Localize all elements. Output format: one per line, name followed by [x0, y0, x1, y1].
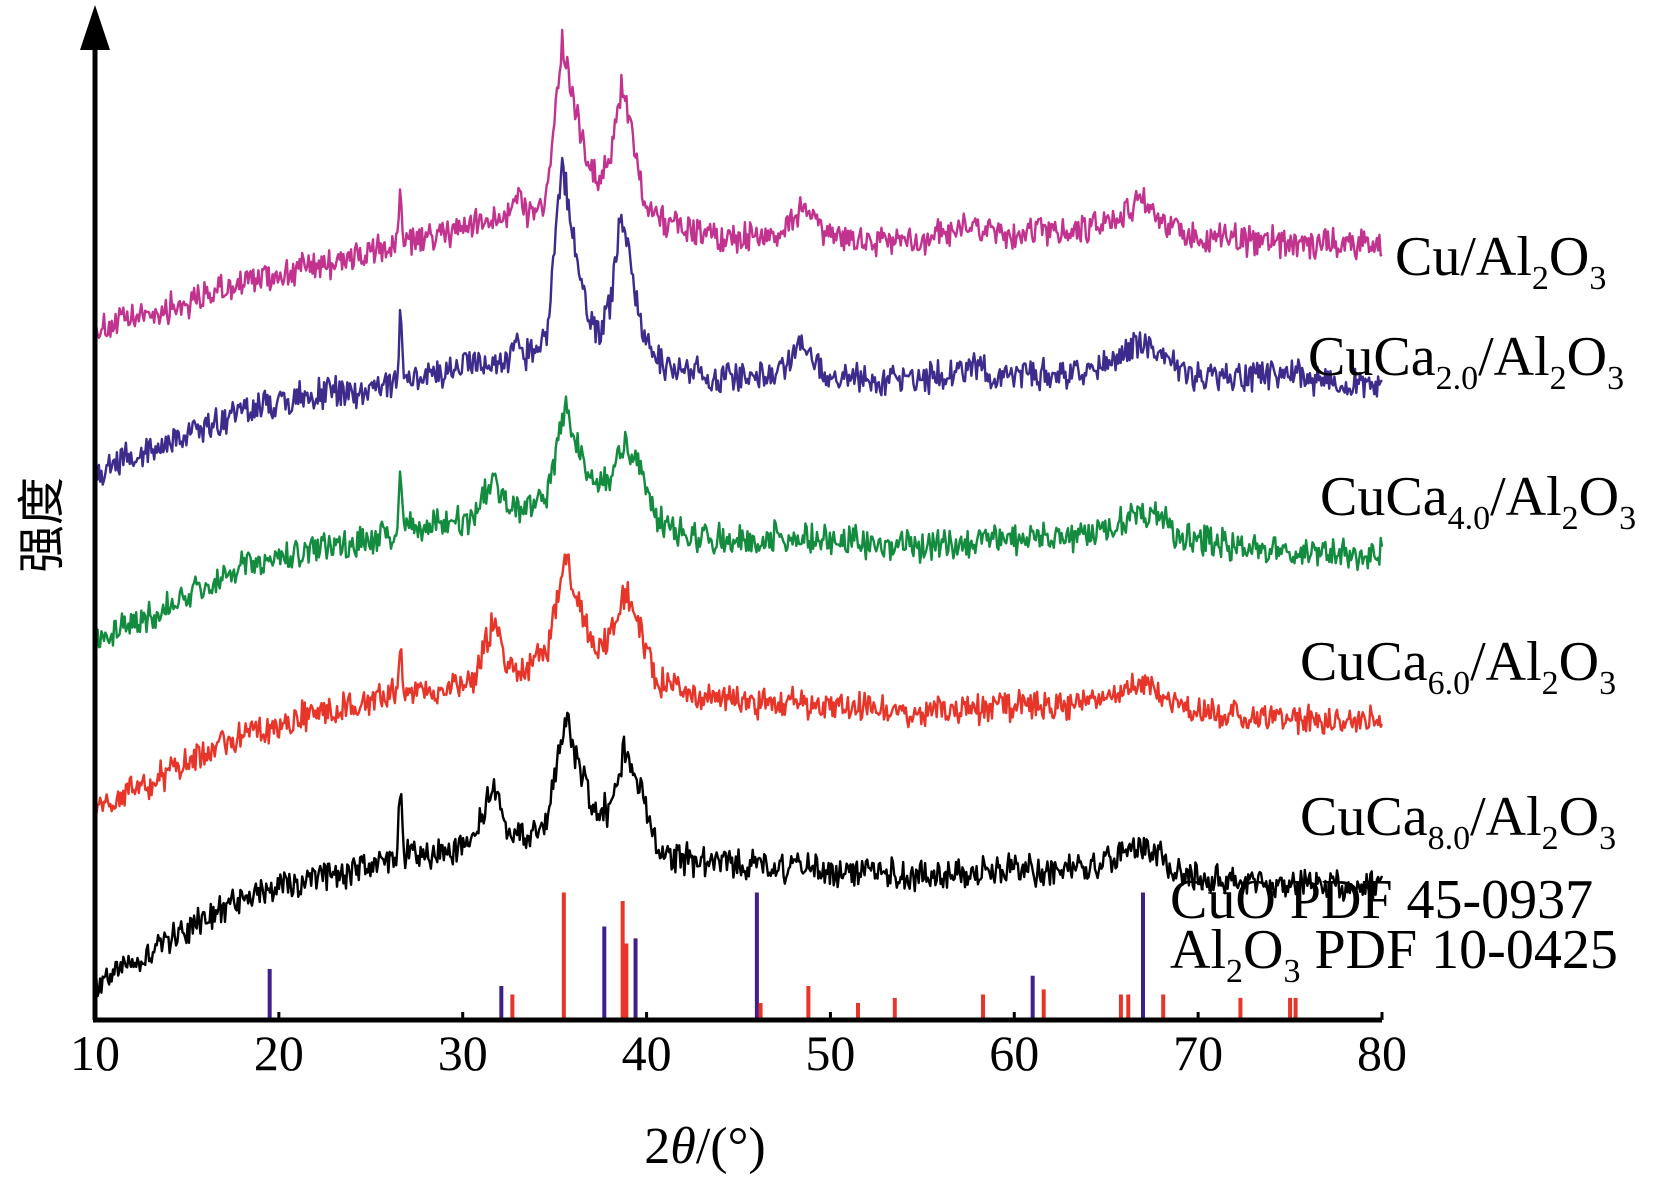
- trace-5: [93, 711, 1384, 999]
- xrd-traces: [93, 28, 1384, 999]
- x-tick-label-1: 10: [70, 1025, 120, 1081]
- x-tick-label-5: 50: [805, 1025, 855, 1081]
- reference-patterns: [267, 892, 1298, 1020]
- series-label-3: CuCa4.0​/Al2​O3​: [1320, 466, 1636, 537]
- x-ticks: 10 20 30 40 50 60 70 80: [70, 1012, 1407, 1081]
- x-tick-label-2: 20: [254, 1025, 304, 1081]
- series-labels: Cu/Al2​O3​ CuCa2.0​/Al2​O3​ CuCa4.0​/Al2​O…: [1170, 226, 1636, 990]
- x-axis-title: 2θ/(°): [644, 1118, 765, 1175]
- series-label-1: Cu/Al2​O3​: [1395, 226, 1606, 297]
- x-tick-label-6: 60: [989, 1025, 1039, 1081]
- y-axis-title: 强度: [14, 477, 70, 573]
- trace-3: [94, 395, 1384, 650]
- ref-label-2: Al2​O3​ PDF 10-0425: [1170, 919, 1618, 990]
- ref-label-1: CuO PDF 45-0937: [1170, 869, 1593, 931]
- x-tick-label-4: 40: [622, 1025, 672, 1081]
- trace-4: [93, 553, 1384, 822]
- y-axis-arrow: [80, 5, 110, 50]
- x-tick-label-8: 80: [1357, 1025, 1407, 1081]
- series-label-4: CuCa6.0​/Al2​O3​: [1300, 631, 1616, 702]
- series-label-5: CuCa8.0​/Al2​O3​: [1300, 786, 1616, 857]
- x-tick-label-7: 70: [1173, 1025, 1223, 1081]
- trace-2: [93, 156, 1383, 487]
- trace-1: [93, 28, 1383, 345]
- series-label-2: CuCa2.0​/Al2​O3​: [1308, 326, 1624, 397]
- axes: [80, 5, 1382, 1023]
- x-tick-label-3: 30: [438, 1025, 488, 1081]
